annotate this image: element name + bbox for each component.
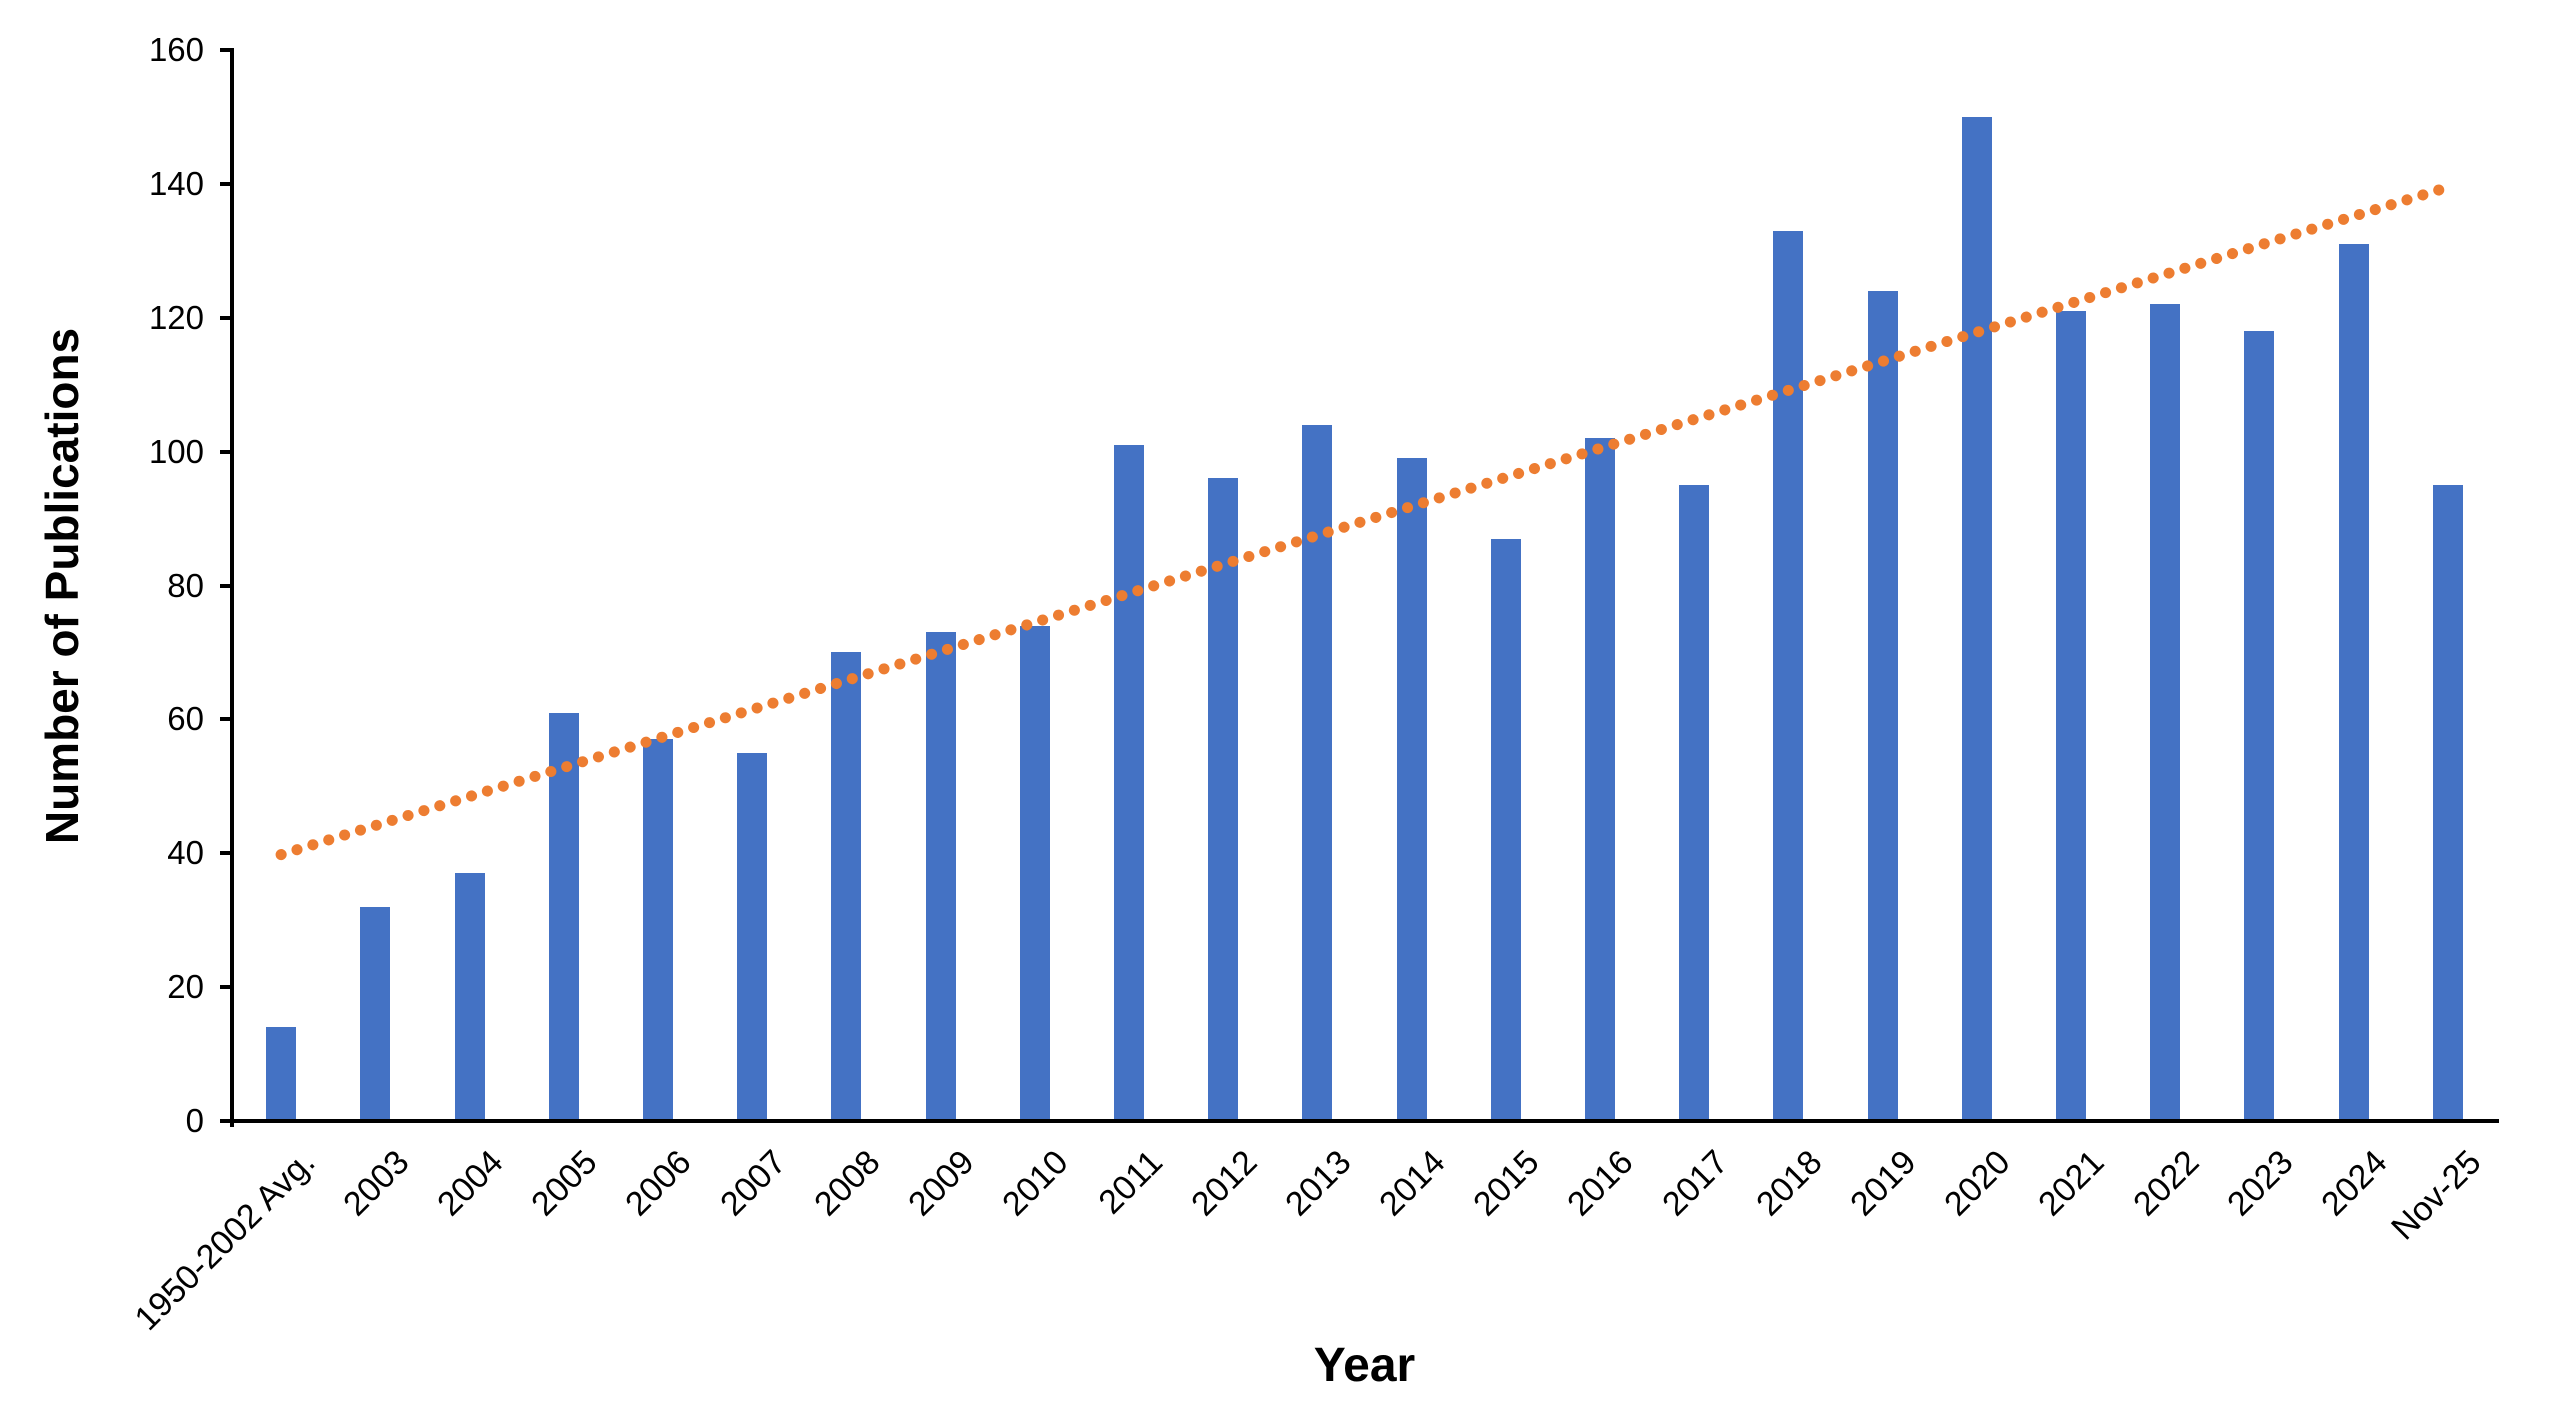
x-category-label-text: 2016 <box>1560 1143 1641 1224</box>
bar <box>266 1027 297 1123</box>
bar <box>454 873 485 1123</box>
bar <box>1679 485 1710 1123</box>
x-category-label-text: 2018 <box>1748 1143 1830 1224</box>
x-axis-title: Year <box>1313 1339 1416 1392</box>
bar <box>548 712 579 1123</box>
y-tick-label: 160 <box>148 31 204 68</box>
bar <box>2150 304 2181 1123</box>
y-tick-label: 100 <box>148 432 204 470</box>
bar <box>1773 230 1804 1123</box>
bar <box>2338 244 2369 1123</box>
y-tick-label: 140 <box>148 164 204 202</box>
y-tick-mark <box>220 315 234 320</box>
y-tick-label: 60 <box>167 700 204 738</box>
y-tick-label: 20 <box>167 968 204 1006</box>
y-tick-mark <box>220 48 234 52</box>
x-category-label-text: 2022 <box>2125 1143 2207 1224</box>
y-tick-mark <box>220 181 234 186</box>
x-category-label-text: 2009 <box>901 1143 982 1224</box>
x-category-label-text: Nov-25 <box>2384 1143 2489 1248</box>
bar <box>642 739 673 1123</box>
x-category-label-text: 2003 <box>335 1143 417 1224</box>
bar <box>1585 438 1616 1123</box>
x-category-label-text: 2015 <box>1466 1143 1547 1224</box>
bar <box>1113 444 1144 1123</box>
x-category-label-text: 2017 <box>1654 1143 1736 1224</box>
bar <box>2432 485 2463 1123</box>
x-category-label-text: 2023 <box>2219 1143 2301 1224</box>
bar <box>1396 458 1427 1123</box>
x-category-label-text: 2020 <box>1937 1143 2018 1224</box>
y-tick-mark <box>220 583 234 588</box>
x-category-label-text: 2014 <box>1372 1143 1453 1224</box>
x-category-label-text: 2004 <box>430 1143 511 1224</box>
y-tick-mark <box>220 717 234 722</box>
bar <box>1961 116 1992 1123</box>
bar <box>925 632 956 1123</box>
x-category-label-text: 2012 <box>1183 1143 1265 1224</box>
y-axis-line <box>230 48 234 1127</box>
bar <box>1208 478 1239 1123</box>
x-category-label-text: 2019 <box>1843 1143 1924 1224</box>
trendline <box>275 181 2454 861</box>
y-tick-mark <box>220 851 234 856</box>
bar <box>831 652 862 1123</box>
bar <box>1490 538 1521 1123</box>
bar <box>1019 625 1050 1123</box>
y-tick-label: 80 <box>167 566 204 604</box>
x-category-label-text: 2010 <box>995 1143 1076 1224</box>
x-category-label-text: 2024 <box>2314 1143 2395 1224</box>
x-category-label-text: 2011 <box>1091 1143 1170 1222</box>
x-category-label-text: 2013 <box>1277 1143 1359 1224</box>
y-tick-mark <box>220 449 234 454</box>
y-tick-mark <box>220 985 234 990</box>
x-category-label-text: 2021 <box>2031 1143 2112 1224</box>
trendline-layer <box>275 181 2454 861</box>
bar <box>360 906 391 1123</box>
bar <box>737 752 768 1123</box>
y-tick-label: 40 <box>167 834 204 872</box>
x-category-label-text: 2005 <box>524 1143 605 1224</box>
x-category-label-text: 1950-2002 Avg. <box>127 1143 322 1338</box>
y-tick-mark <box>220 1119 234 1123</box>
y-tick-label: 0 <box>185 1102 204 1139</box>
x-category-label-text: 2007 <box>712 1143 794 1224</box>
x-category-label-text: 2006 <box>618 1143 699 1224</box>
x-category-label-text: 2008 <box>806 1143 888 1224</box>
bar <box>1867 290 1898 1123</box>
bar <box>1302 424 1333 1123</box>
x-axis-line <box>230 1119 2499 1123</box>
y-tick-label: 120 <box>148 298 204 336</box>
bar <box>2056 311 2087 1123</box>
bar <box>2244 331 2275 1123</box>
